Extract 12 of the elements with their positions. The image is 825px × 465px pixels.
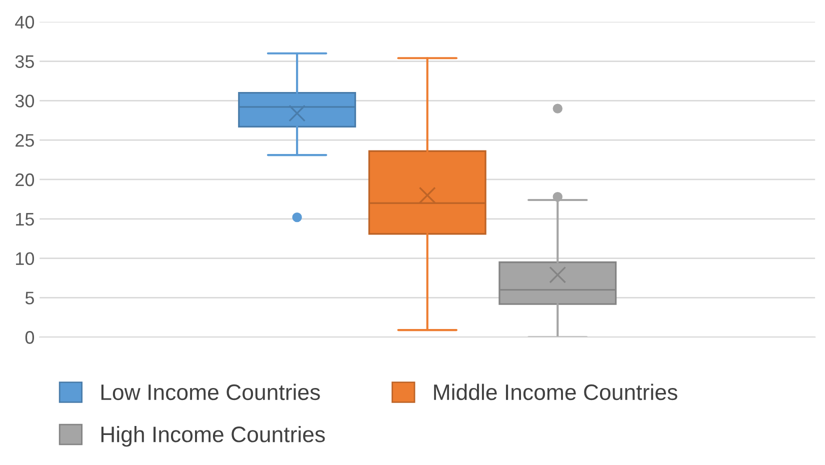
legend-label: High Income Countries xyxy=(101,426,325,447)
y-tick-label: 20 xyxy=(16,173,34,186)
y-tick-label: 30 xyxy=(15,94,34,108)
y-tick-label: 5 xyxy=(25,292,34,304)
y-tick-label: 15 xyxy=(16,213,34,226)
y-tick-label: 10 xyxy=(16,252,34,266)
y-tick-label: 35 xyxy=(15,55,34,68)
y-tick-label: 25 xyxy=(16,134,34,147)
legend-label: Low Income Countries xyxy=(101,384,320,400)
y-tick-label: 40 xyxy=(15,16,34,29)
legend-label: Middle Income Countries xyxy=(434,384,678,400)
y-tick-label: 0 xyxy=(25,331,34,344)
